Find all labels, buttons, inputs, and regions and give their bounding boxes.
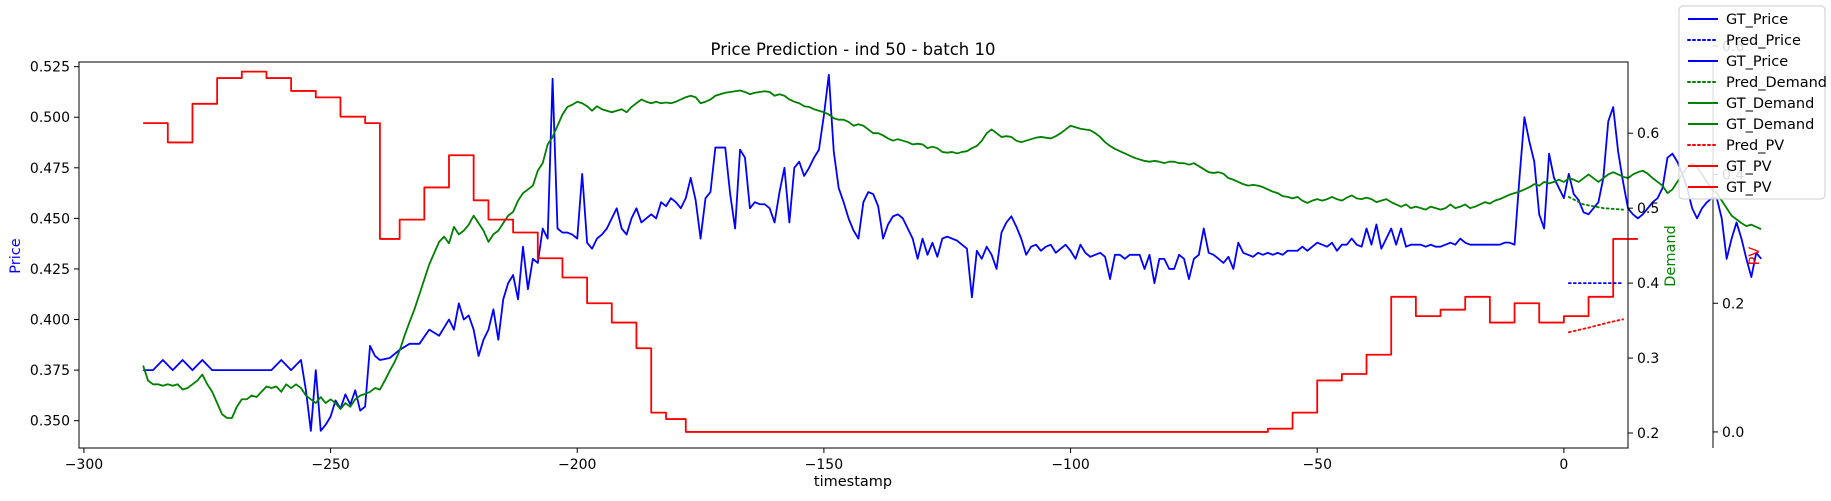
plot-area	[78, 61, 1762, 449]
series-line-gt-demand	[142, 89, 1762, 419]
legend-label: GT_Price	[1726, 54, 1788, 70]
series-line-gt-price	[143, 73, 1762, 432]
series-line-pred-pv	[1567, 318, 1624, 334]
demand-tick-label: 0.6	[1637, 126, 1659, 142]
legend-label: Pred_Demand	[1726, 75, 1827, 91]
legend-box	[1678, 5, 1826, 200]
x-axis-label: timestamp	[814, 474, 892, 490]
price-tick-label: 0.475	[30, 161, 70, 177]
x-tick-label: −250	[311, 457, 349, 473]
pv-tick-label: 0.2	[1722, 296, 1744, 312]
series-line-gt-pv	[143, 70, 1638, 433]
x-tick-label: −150	[805, 457, 843, 473]
price-axis-label: Price	[8, 238, 24, 273]
x-tick-label: 0	[1559, 457, 1568, 473]
legend-label: GT_Demand	[1726, 117, 1814, 133]
price-tick-label: 0.525	[30, 60, 70, 76]
price-tick-label: 0.500	[30, 110, 70, 126]
x-tick-label: −300	[65, 457, 103, 473]
x-axis: −300 −250 −200 −150 −100 −50 0	[65, 448, 1568, 473]
demand-tick-label: 0.2	[1637, 426, 1659, 442]
legend-label: GT_Price	[1726, 12, 1788, 28]
price-tick-label: 0.400	[30, 313, 70, 329]
legend-entries: GT_Price Pred_Price GT_Price Pred_Demand GT_…	[1687, 12, 1827, 196]
price-tick-label: 0.450	[30, 211, 70, 227]
x-tick-label: −100	[1051, 457, 1089, 473]
pv-tick-label: 0.0	[1722, 425, 1744, 441]
price-tick-label: 0.425	[30, 262, 70, 278]
series-line-pred-demand	[1567, 196, 1624, 211]
series-layer	[142, 70, 1762, 433]
price-tick-label: 0.375	[30, 363, 70, 379]
demand-tick-label: 0.4	[1637, 276, 1659, 292]
legend-label: GT_Demand	[1726, 96, 1814, 112]
legend-label: Pred_Price	[1726, 33, 1801, 49]
plot-frame	[78, 61, 1629, 449]
pv-axis-label: PV	[1747, 247, 1763, 266]
y-axis-demand: 0.2 0.3 0.4 0.5 0.6	[1628, 126, 1659, 442]
demand-tick-label: 0.5	[1637, 201, 1659, 217]
y-axis-price: 0.350 0.375 0.400 0.425 0.450 0.475 0.500 0.525	[30, 60, 79, 430]
demand-tick-label: 0.3	[1637, 351, 1659, 367]
x-tick-label: −200	[558, 457, 596, 473]
price-tick-label: 0.350	[30, 414, 70, 430]
legend-label: GT_PV	[1726, 159, 1772, 175]
chart-title: Price Prediction - ind 50 - batch 10	[711, 40, 996, 59]
legend-label: GT_PV	[1726, 180, 1772, 196]
demand-axis-label: Demand	[1663, 225, 1679, 287]
legend: GT_Price Pred_Price GT_Price Pred_Demand GT_…	[1678, 5, 1827, 200]
legend-label: Pred_PV	[1726, 138, 1784, 154]
x-tick-label: −50	[1302, 457, 1332, 473]
